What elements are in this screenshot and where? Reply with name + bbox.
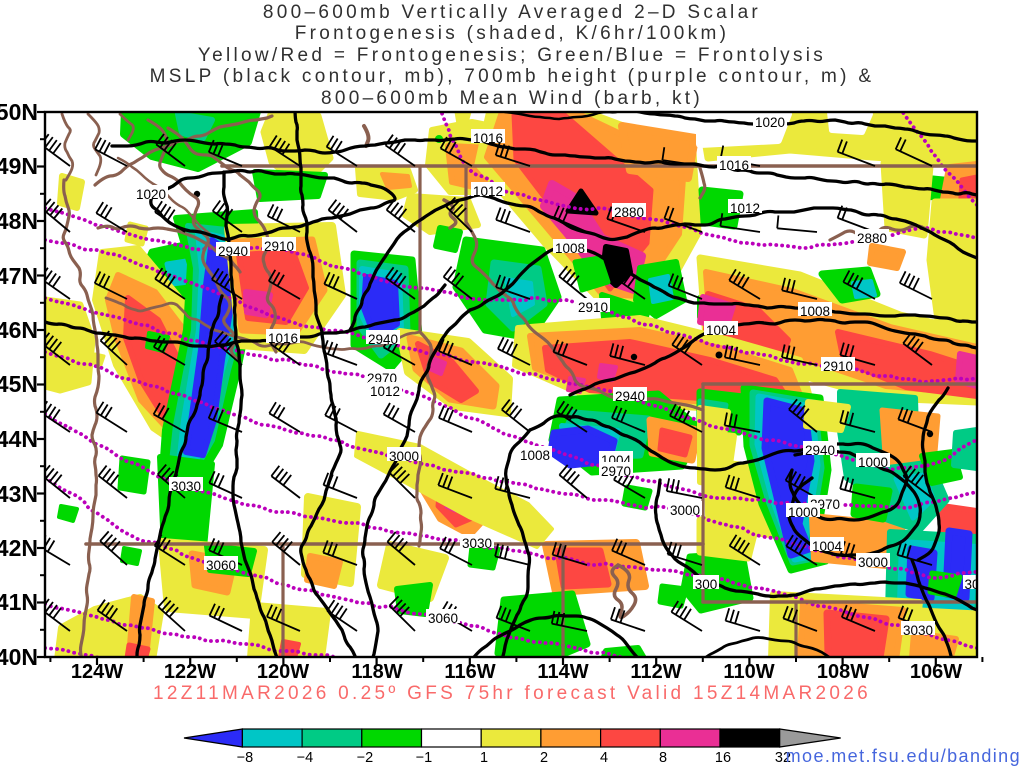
- svg-text:3060: 3060: [206, 558, 236, 573]
- svg-text:800–600mb Vertically Averaged: 800–600mb Vertically Averaged 2–D Scalar: [263, 2, 761, 23]
- svg-text:−4: −4: [297, 750, 314, 766]
- svg-text:108W: 108W: [817, 661, 869, 683]
- svg-text:50N: 50N: [0, 99, 38, 125]
- svg-text:112W: 112W: [630, 661, 681, 683]
- svg-text:3000: 3000: [858, 555, 888, 570]
- svg-text:1000: 1000: [788, 505, 818, 520]
- svg-text:1020: 1020: [755, 115, 785, 130]
- svg-text:1016: 1016: [473, 131, 503, 146]
- svg-text:3060: 3060: [428, 611, 458, 626]
- svg-text:−2: −2: [357, 750, 374, 766]
- svg-text:2880: 2880: [857, 231, 887, 246]
- svg-text:Yellow/Red = Frontogenesis; G: Yellow/Red = Frontogenesis; Green/Blue =…: [198, 45, 826, 66]
- svg-text:47N: 47N: [0, 263, 38, 289]
- svg-text:1012: 1012: [730, 201, 760, 216]
- svg-text:32: 32: [775, 750, 791, 766]
- svg-text:2940: 2940: [805, 443, 835, 458]
- svg-text:1008: 1008: [520, 448, 550, 463]
- svg-text:118W: 118W: [351, 661, 402, 683]
- svg-text:124W: 124W: [71, 661, 123, 683]
- svg-text:1004: 1004: [706, 323, 737, 338]
- svg-text:2910: 2910: [578, 300, 608, 315]
- svg-text:2910: 2910: [823, 359, 853, 374]
- svg-text:2940: 2940: [218, 244, 248, 259]
- svg-text:2940: 2940: [368, 332, 398, 347]
- svg-text:1: 1: [480, 750, 488, 766]
- svg-text:16: 16: [715, 750, 731, 766]
- svg-text:106W: 106W: [910, 661, 962, 683]
- svg-text:40N: 40N: [0, 644, 38, 670]
- svg-text:3000: 3000: [389, 449, 419, 464]
- svg-text:1020: 1020: [136, 187, 166, 202]
- svg-text:2940: 2940: [615, 389, 645, 404]
- svg-text:43N: 43N: [0, 481, 38, 507]
- svg-text:114W: 114W: [537, 661, 588, 683]
- svg-text:41N: 41N: [0, 589, 38, 615]
- svg-text:800–600mb Mean Wind (barb, kt): 800–600mb Mean Wind (barb, kt): [321, 88, 703, 109]
- svg-text:300: 300: [695, 577, 718, 592]
- svg-text:3030: 3030: [462, 536, 492, 551]
- svg-text:120W: 120W: [257, 661, 309, 683]
- svg-text:110W: 110W: [723, 661, 774, 683]
- svg-text:12Z11MAR2026 0.25º GFS 75hr fo: 12Z11MAR2026 0.25º GFS 75hr forecast Val…: [153, 683, 871, 704]
- svg-text:49N: 49N: [0, 153, 38, 179]
- svg-text:3030: 3030: [903, 623, 933, 638]
- svg-text:1016: 1016: [268, 331, 298, 346]
- svg-text:30: 30: [964, 577, 979, 592]
- svg-text:2910: 2910: [264, 239, 294, 254]
- svg-text:8: 8: [659, 750, 667, 766]
- svg-text:1012: 1012: [370, 384, 400, 399]
- svg-text:3030: 3030: [171, 479, 201, 494]
- svg-text:2970: 2970: [601, 464, 631, 479]
- svg-text:3000: 3000: [670, 503, 700, 518]
- svg-text:−8: −8: [237, 750, 254, 766]
- svg-text:46N: 46N: [0, 317, 38, 343]
- svg-text:44N: 44N: [0, 426, 38, 452]
- svg-text:2880: 2880: [614, 205, 644, 220]
- svg-text:42N: 42N: [0, 535, 38, 561]
- svg-text:4: 4: [600, 750, 608, 766]
- svg-text:1012: 1012: [473, 184, 503, 199]
- svg-text:2: 2: [540, 750, 548, 766]
- svg-text:48N: 48N: [0, 208, 38, 234]
- svg-text:1000: 1000: [858, 455, 888, 470]
- svg-text:116W: 116W: [444, 661, 495, 683]
- svg-text:45N: 45N: [0, 371, 38, 397]
- svg-text:moe.met.fsu.edu/banding: moe.met.fsu.edu/banding: [786, 746, 1021, 766]
- svg-text:MSLP (black contour, mb), 700m: MSLP (black contour, mb), 700mb height (…: [150, 66, 875, 87]
- svg-text:1008: 1008: [800, 304, 830, 319]
- svg-text:122W: 122W: [164, 661, 216, 683]
- svg-text:Frontogenesis (shaded, K/6hr/1: Frontogenesis (shaded, K/6hr/100km): [295, 23, 729, 44]
- svg-text:1008: 1008: [555, 241, 585, 256]
- svg-text:1016: 1016: [719, 158, 749, 173]
- svg-text:−1: −1: [416, 750, 433, 766]
- svg-text:1004: 1004: [812, 539, 843, 554]
